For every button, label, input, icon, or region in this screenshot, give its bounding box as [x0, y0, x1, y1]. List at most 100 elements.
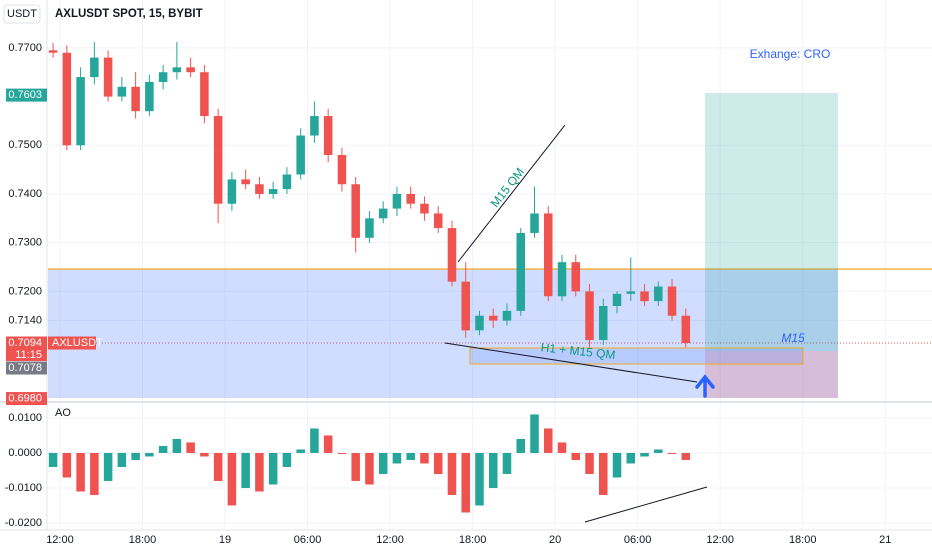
ao-bar [461, 452, 470, 513]
ao-bar [392, 452, 402, 464]
candle-body [103, 57, 113, 97]
candle-body [406, 193, 415, 204]
candle-body [268, 189, 278, 194]
y-tick-label: 0.0100 [8, 412, 42, 424]
x-tick-label: 19 [219, 534, 231, 546]
y-tick-label: 0.7300 [8, 237, 42, 249]
candle-body [213, 116, 223, 204]
ao-bar [585, 452, 594, 474]
ao-bar [200, 452, 209, 457]
ao-bar [406, 452, 415, 460]
x-tick-label: 20 [549, 534, 561, 546]
ao-bar [158, 445, 168, 453]
ao-bar [103, 452, 113, 481]
currency[interactable]: USDT [7, 8, 37, 20]
y-tick-label: 0.7500 [8, 139, 42, 151]
y-tick-label: 0.7140 [8, 315, 42, 327]
ao-bar [516, 438, 526, 453]
candle-body [640, 291, 649, 302]
price-tag-label: 0.6980 [8, 392, 42, 404]
x-tick-label: 18:00 [459, 534, 487, 546]
candle-body [667, 286, 677, 316]
ao-bar [654, 449, 663, 453]
candle-body [186, 67, 195, 73]
ao-bar [131, 452, 140, 460]
candle-body [200, 72, 209, 117]
ao-bar [571, 452, 581, 460]
candle-body [475, 315, 484, 331]
ao-bar [599, 452, 608, 495]
candle-body [543, 213, 553, 297]
ao-bar [475, 452, 484, 506]
exchange-note: Exhange: CRO [750, 47, 831, 61]
candle-body [516, 232, 526, 311]
candle-body [337, 155, 347, 185]
ao-bar [420, 452, 429, 464]
ao-bar [530, 414, 539, 453]
y-tick-label: 0.7700 [8, 42, 42, 54]
candle-body [433, 213, 443, 229]
price-tag [6, 361, 47, 375]
ao-histogram [48, 414, 691, 513]
currency-button[interactable] [3, 4, 41, 24]
candle-body [117, 86, 127, 97]
x-tick-label: 18:00 [789, 534, 817, 546]
candle-body [172, 67, 182, 73]
ao-bar [612, 452, 622, 478]
ao-bar [241, 452, 250, 488]
ao-bar [255, 452, 264, 492]
candle-body [227, 179, 237, 204]
candle-body [241, 179, 250, 185]
ao-bar [282, 452, 292, 467]
ao-bar [557, 442, 567, 453]
price-tag-label: 0.7094 [8, 337, 42, 349]
y-tick-label: 0.0000 [8, 447, 42, 459]
ao-trend-line [584, 486, 708, 523]
ao-bar [667, 452, 677, 454]
price-tag [6, 392, 47, 406]
x-tick-label: 18:00 [129, 534, 157, 546]
ao-bar [117, 452, 127, 467]
candle-body [310, 116, 319, 136]
y-tick-label: -0.0100 [5, 482, 42, 494]
candle-body [365, 218, 374, 238]
y-tick-label: -0.0200 [5, 517, 42, 529]
ao-bar [227, 452, 237, 506]
symbol-tag [48, 336, 96, 350]
candle-body [571, 262, 581, 292]
ao-bar [268, 452, 278, 485]
ao-bar [447, 452, 457, 495]
chart-title: AXLUSDT SPOT, 15, BYBIT [55, 8, 203, 20]
candle-body [461, 281, 470, 331]
ao-bar [502, 452, 512, 474]
candle-body [282, 174, 292, 190]
axes: 12:00 18:00 19 06:00 12:00 18:00 20 06:00 12:00 1… [5, 42, 892, 546]
ao-bar [62, 452, 72, 478]
candle-body [145, 81, 154, 112]
qm-box [469, 347, 804, 365]
candle-body [351, 184, 360, 238]
candle-body [420, 203, 429, 214]
candle-body [48, 50, 58, 53]
x-tick-label: 12:00 [706, 534, 734, 546]
candle-body [62, 52, 72, 146]
ao-bar [626, 452, 636, 464]
candle-body [323, 116, 333, 156]
candle-body [502, 310, 512, 321]
candle-body [90, 57, 99, 78]
ao-bar [48, 452, 58, 467]
x-tick-label: 12:00 [46, 534, 74, 546]
candle-body [585, 291, 594, 341]
countdown-label: 11:15 [15, 349, 42, 361]
trend-line [444, 342, 698, 383]
candle-body [76, 77, 85, 146]
candle-body [681, 315, 691, 344]
candle-body [626, 291, 636, 294]
ao-bar [337, 452, 347, 454]
candle-body [131, 86, 140, 112]
ao-bar [90, 452, 99, 495]
x-tick-label: 21 [879, 534, 891, 546]
indicator-name: AO [55, 407, 71, 419]
candle-body [255, 184, 264, 194]
